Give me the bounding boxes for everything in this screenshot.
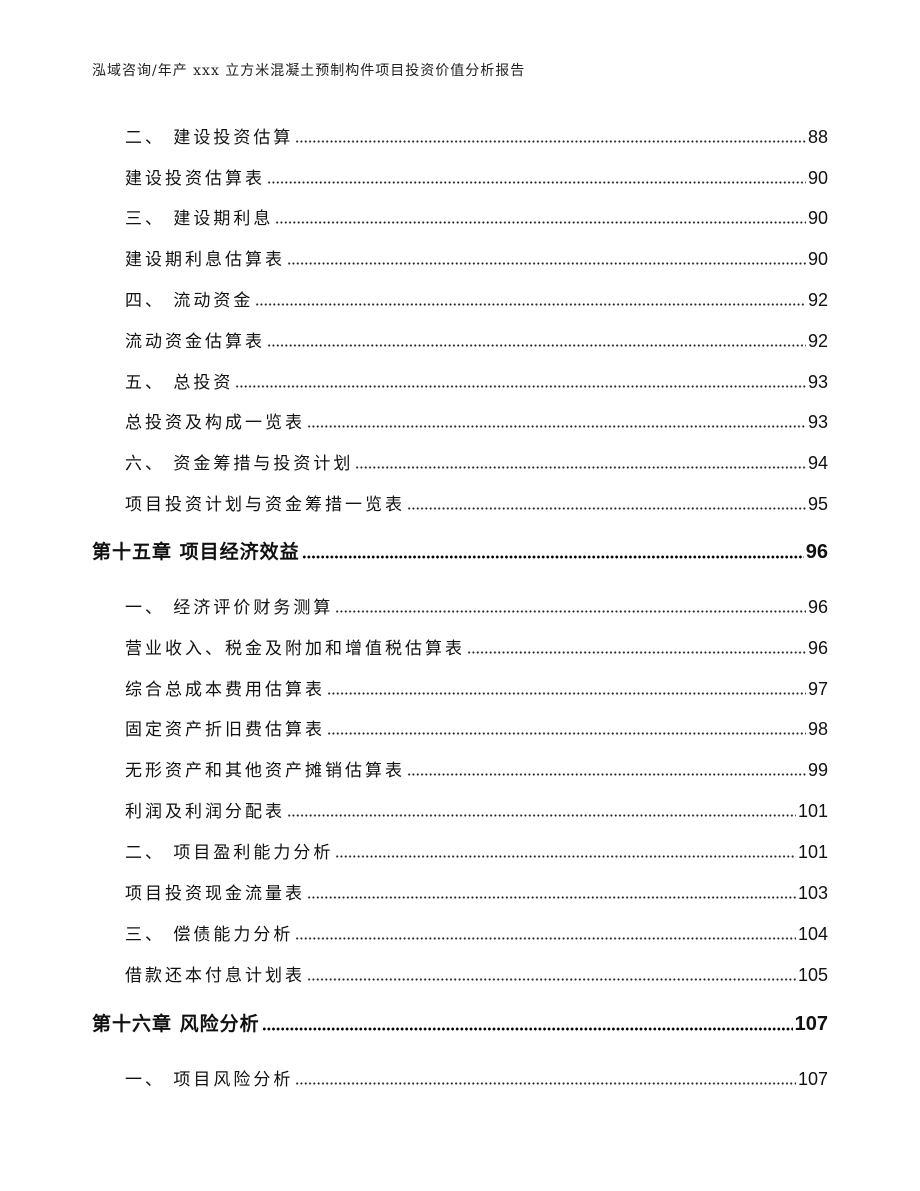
dot-leader <box>261 1027 793 1031</box>
toc-entry[interactable]: 利润及利润分配表 101 <box>125 798 828 822</box>
toc-entry-title: 三、 偿债能力分析 <box>125 925 294 945</box>
toc-page-number: 88 <box>807 127 828 147</box>
toc-entry[interactable]: 固定资产折旧费估算表 98 <box>125 716 828 740</box>
dot-leader <box>355 466 806 469</box>
toc-entry[interactable]: 营业收入、税金及附加和增值税估算表 96 <box>125 635 828 659</box>
toc-entry-title: 建设投资估算表 <box>125 169 265 189</box>
toc-page-number: 90 <box>807 249 828 269</box>
toc-page-number: 90 <box>807 208 828 228</box>
toc-entry[interactable]: 五、 总投资 93 <box>125 369 828 393</box>
toc-page-number: 95 <box>807 494 828 514</box>
toc-entry-title: 三、 建设期利息 <box>125 209 274 229</box>
dot-leader <box>255 303 806 306</box>
toc-entry[interactable]: 流动资金估算表 92 <box>125 328 828 352</box>
dot-leader <box>267 181 806 184</box>
toc-entry[interactable]: 一、 经济评价财务测算 96 <box>125 594 828 618</box>
toc-page-number: 90 <box>807 168 828 188</box>
toc-entry[interactable]: 二、 建设投资估算 88 <box>125 124 828 148</box>
dot-leader <box>267 344 806 347</box>
toc-entry-title: 总投资及构成一览表 <box>125 413 305 433</box>
toc-page-number: 96 <box>807 638 828 658</box>
dot-leader <box>275 221 806 224</box>
toc-entry[interactable]: 无形资产和其他资产摊销估算表 99 <box>125 757 828 781</box>
toc-entry-title: 综合总成本费用估算表 <box>125 680 325 700</box>
toc-entry-title: 一、 项目风险分析 <box>125 1070 294 1090</box>
toc-entry-title: 第十六章 风险分析 <box>92 1013 260 1035</box>
toc-entry[interactable]: 总投资及构成一览表 93 <box>125 409 828 433</box>
toc-entry-title: 二、 项目盈利能力分析 <box>125 843 334 863</box>
dot-leader <box>335 855 796 858</box>
toc-entry[interactable]: 借款还本付息计划表 105 <box>125 962 828 986</box>
toc-page-number: 99 <box>807 760 828 780</box>
running-header: 泓域咨询/年产 xxx 立方米混凝土预制构件项目投资价值分析报告 <box>92 63 526 79</box>
toc-entry-title: 营业收入、税金及附加和增值税估算表 <box>125 639 465 659</box>
toc-entry-title: 无形资产和其他资产摊销估算表 <box>125 761 405 781</box>
toc-entry-title: 二、 建设投资估算 <box>125 128 294 148</box>
toc-entry-title: 六、 资金筹措与投资计划 <box>125 454 354 474</box>
toc-entry[interactable]: 项目投资现金流量表 103 <box>125 880 828 904</box>
dot-leader <box>235 385 806 388</box>
toc-entry[interactable]: 三、 建设期利息 90 <box>125 205 828 229</box>
toc-entry[interactable]: 二、 项目盈利能力分析 101 <box>125 839 828 863</box>
toc-page-number: 92 <box>807 290 828 310</box>
dot-leader <box>287 262 806 265</box>
toc-entry-title: 流动资金估算表 <box>125 332 265 352</box>
toc-entry[interactable]: 建设期利息估算表 90 <box>125 246 828 270</box>
toc-entry[interactable]: 项目投资计划与资金筹措一览表 95 <box>125 491 828 515</box>
dot-leader <box>287 814 796 817</box>
dot-leader <box>301 555 804 559</box>
toc-page-number: 105 <box>797 965 828 985</box>
toc-entry-title: 项目投资现金流量表 <box>125 884 305 904</box>
toc-entry-title: 一、 经济评价财务测算 <box>125 598 334 618</box>
toc-chapter-entry[interactable]: 第十六章 风险分析 107 <box>92 1012 828 1036</box>
toc-page-number: 104 <box>797 924 828 944</box>
dot-leader <box>407 507 806 510</box>
dot-leader <box>467 651 806 654</box>
toc-entry[interactable]: 综合总成本费用估算表 97 <box>125 676 828 700</box>
toc-page-number: 101 <box>797 842 828 862</box>
toc-entry[interactable]: 六、 资金筹措与投资计划 94 <box>125 450 828 474</box>
dot-leader <box>327 692 806 695</box>
toc-entry[interactable]: 建设投资估算表 90 <box>125 165 828 189</box>
toc-page-number: 93 <box>807 372 828 392</box>
toc-page-number: 94 <box>807 453 828 473</box>
toc-page-number: 97 <box>807 679 828 699</box>
toc-entry-title: 第十五章 项目经济效益 <box>92 541 300 563</box>
toc-entry-title: 建设期利息估算表 <box>125 250 285 270</box>
dot-leader <box>295 1082 796 1085</box>
toc-entry-title: 固定资产折旧费估算表 <box>125 720 325 740</box>
toc-entry[interactable]: 三、 偿债能力分析 104 <box>125 921 828 945</box>
dot-leader <box>407 773 806 776</box>
toc-chapter-entry[interactable]: 第十五章 项目经济效益 96 <box>92 540 828 564</box>
dot-leader <box>335 610 806 613</box>
toc-page-number: 103 <box>797 883 828 903</box>
toc-entry-title: 项目投资计划与资金筹措一览表 <box>125 495 405 515</box>
toc-entry-title: 五、 总投资 <box>125 373 234 393</box>
toc-entry-title: 借款还本付息计划表 <box>125 966 305 986</box>
toc-page-number: 93 <box>807 412 828 432</box>
toc-page-number: 107 <box>797 1069 828 1089</box>
toc-entry[interactable]: 四、 流动资金 92 <box>125 287 828 311</box>
dot-leader <box>295 937 796 940</box>
toc-entry[interactable]: 一、 项目风险分析 107 <box>125 1066 828 1090</box>
toc-page-number: 96 <box>805 541 828 563</box>
dot-leader <box>307 978 796 981</box>
toc-page-number: 107 <box>794 1013 828 1035</box>
toc-entry-title: 四、 流动资金 <box>125 291 254 311</box>
toc-page-number: 101 <box>797 801 828 821</box>
toc-page-number: 96 <box>807 597 828 617</box>
dot-leader <box>307 425 806 428</box>
dot-leader <box>327 732 806 735</box>
dot-leader <box>307 896 796 899</box>
toc-page-number: 92 <box>807 331 828 351</box>
toc-page-number: 98 <box>807 719 828 739</box>
toc-entry-title: 利润及利润分配表 <box>125 802 285 822</box>
dot-leader <box>295 140 806 143</box>
